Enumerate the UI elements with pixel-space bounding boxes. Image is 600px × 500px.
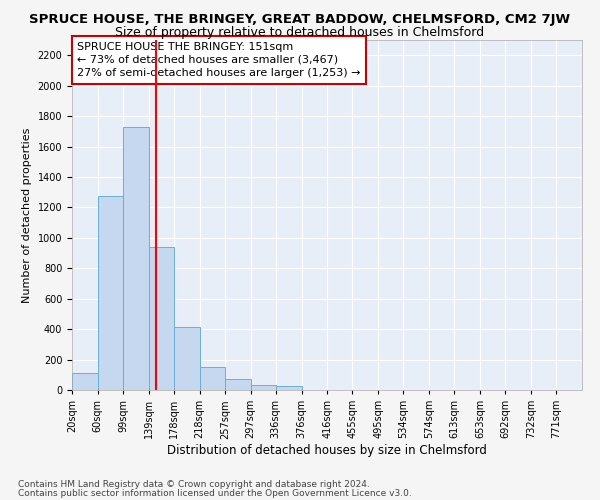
Bar [200,367,225,390]
Text: SPRUCE HOUSE THE BRINGEY: 151sqm
← 73% of detached houses are smaller (3,467)
27: SPRUCE HOUSE THE BRINGEY: 151sqm ← 73% o… [77,42,361,78]
Text: Contains HM Land Registry data © Crown copyright and database right 2024.: Contains HM Land Registry data © Crown c… [18,480,370,489]
Bar [98,196,123,390]
Text: Size of property relative to detached houses in Chelmsford: Size of property relative to detached ho… [115,26,485,39]
Bar [72,372,98,390]
X-axis label: Distribution of detached houses by size in Chelmsford: Distribution of detached houses by size … [167,444,487,457]
Bar [225,378,251,390]
Text: Contains public sector information licensed under the Open Government Licence v3: Contains public sector information licen… [18,488,412,498]
Bar [149,247,174,390]
Y-axis label: Number of detached properties: Number of detached properties [22,128,32,302]
Bar [276,386,302,390]
Bar [251,384,276,390]
Bar [174,327,200,390]
Text: SPRUCE HOUSE, THE BRINGEY, GREAT BADDOW, CHELMSFORD, CM2 7JW: SPRUCE HOUSE, THE BRINGEY, GREAT BADDOW,… [29,12,571,26]
Bar [123,126,149,390]
